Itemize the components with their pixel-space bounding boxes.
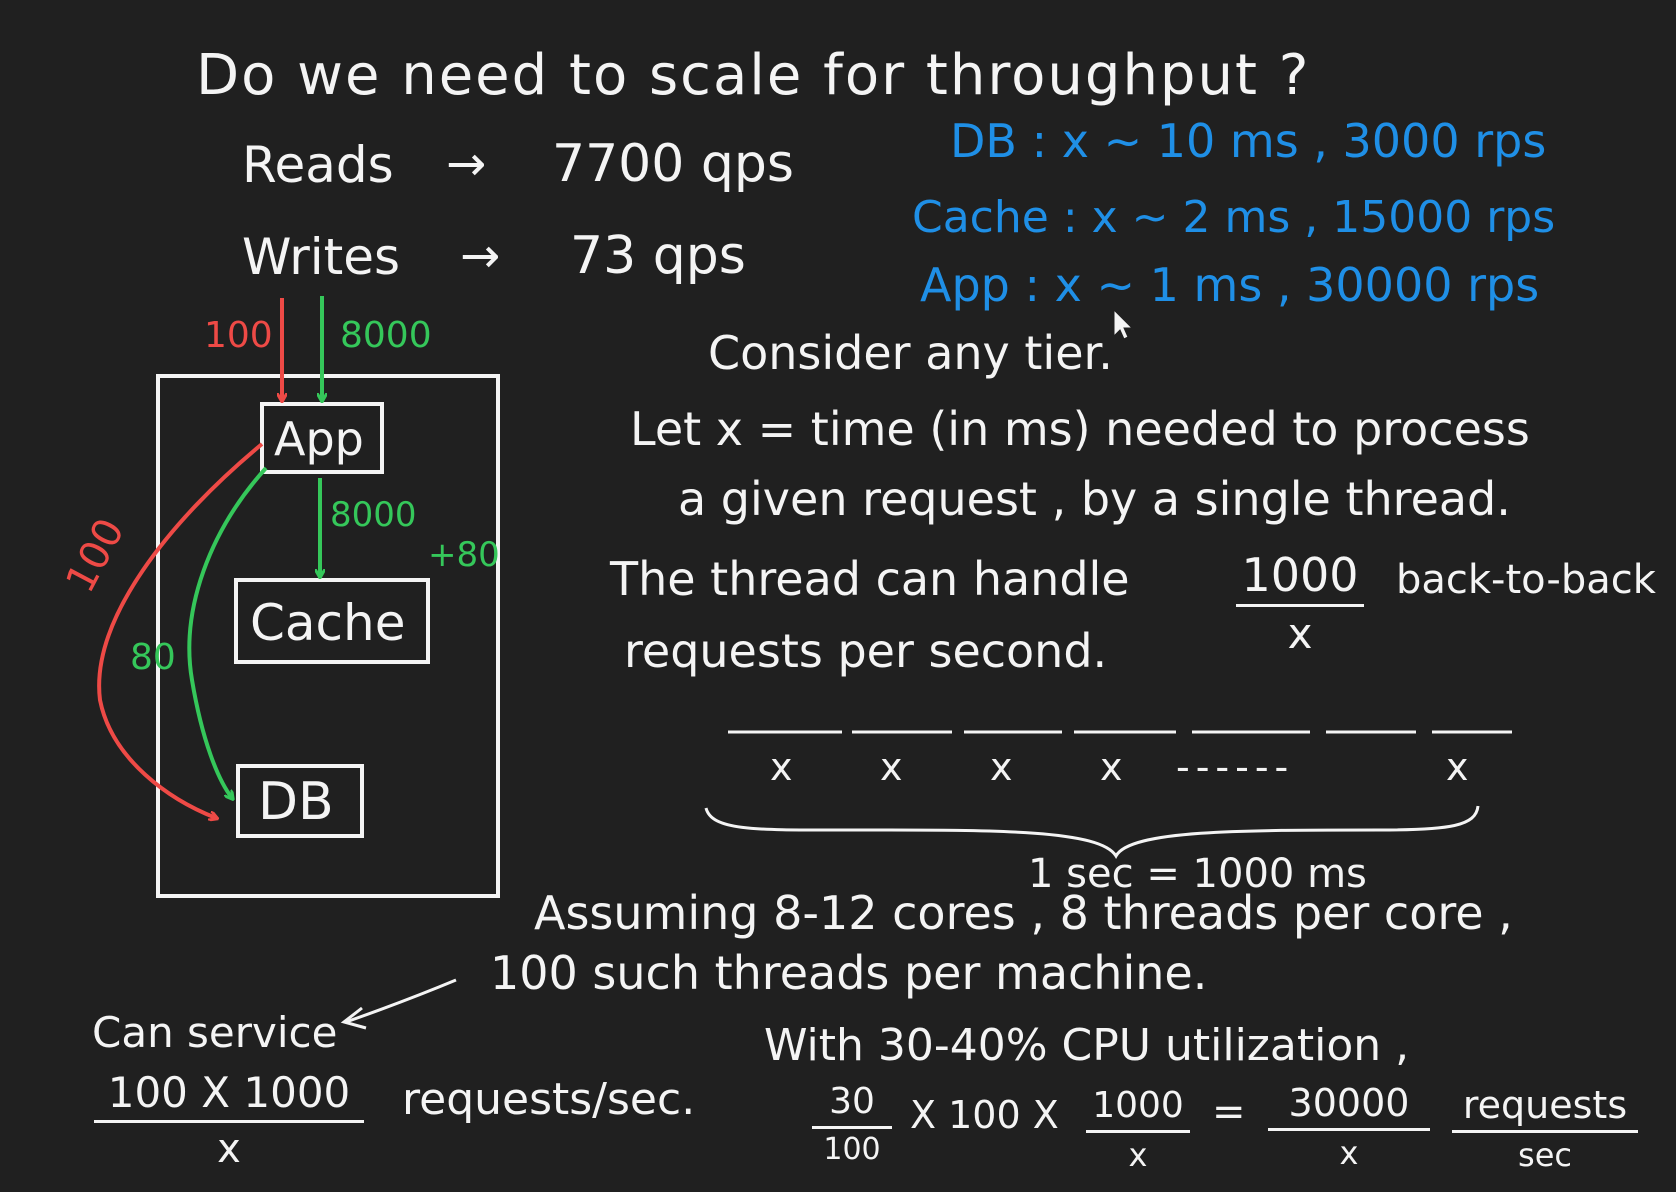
db-node-box [236, 764, 364, 838]
cpu-unit-denominator: sec [1518, 1136, 1572, 1174]
thread-pre-text: The thread can handle [610, 552, 1130, 606]
service-denominator: x [217, 1126, 241, 1172]
writes-value: 73 qps [570, 226, 746, 286]
reads-value: 7700 qps [552, 134, 794, 194]
cpu-frac3-denominator: x [1339, 1134, 1359, 1172]
cpu-multiplier: X 100 X [910, 1093, 1059, 1137]
cpu-frac2-denominator: x [1128, 1136, 1148, 1174]
second-equation: 1 sec = 1000 ms [1028, 851, 1367, 897]
mouse-cursor-icon [1113, 308, 1134, 340]
write-in-label: 100 [204, 315, 273, 356]
let-line-2: a given request , by a single thread. [678, 472, 1511, 526]
cpu-fraction-unit: requests sec [1452, 1086, 1638, 1171]
cpu-fraction-1000-x: 1000 x [1086, 1088, 1190, 1171]
service-label: Can service [92, 1008, 338, 1057]
fraction-bar [1268, 1128, 1430, 1131]
cpu-fraction-30-100: 30 100 [812, 1084, 892, 1165]
service-fraction: 100 X 1000 x [94, 1072, 364, 1169]
cpu-fraction-result: 30000 x [1268, 1084, 1430, 1169]
assume-line-2: 100 such threads per machine. [490, 946, 1208, 1000]
cpu-unit-numerator: requests [1462, 1083, 1628, 1127]
consider-text: Consider any tier. [708, 326, 1113, 380]
reads-label: Reads [242, 136, 394, 194]
cpu-frac2-numerator: 1000 [1092, 1085, 1184, 1126]
slot-label: x [1446, 745, 1469, 789]
cpu-frac3-numerator: 30000 [1288, 1081, 1410, 1125]
thread-rate-fraction: 1000 x [1236, 552, 1364, 655]
timeline-brace [704, 805, 1480, 859]
cache-node-label: Cache [250, 594, 406, 652]
fraction-bar [1452, 1130, 1638, 1133]
thread-line-2: requests per second. [624, 624, 1108, 678]
assume-line-1: Assuming 8-12 cores , 8 threads per core… [534, 886, 1513, 940]
cache-miss-label: +80 [428, 535, 500, 575]
slot-label: x [770, 745, 793, 789]
app-to-db-read-arrow [187, 466, 268, 798]
writes-label: Writes [242, 228, 401, 286]
service-numerator: 100 X 1000 [107, 1068, 351, 1117]
fraction-bar [812, 1126, 892, 1129]
writes-arrow: → [460, 228, 501, 284]
service-pointer-arrow [345, 978, 457, 1024]
cpu-equals: = [1212, 1089, 1246, 1135]
app-to-cache-label: 8000 [330, 495, 417, 535]
app-to-db-read-label: 80 [130, 637, 176, 678]
thread-rate-denominator: x [1287, 609, 1313, 658]
machine-box [156, 374, 500, 898]
app-node-label: App [274, 412, 364, 466]
read-in-label: 8000 [340, 315, 432, 356]
cpu-line: With 30-40% CPU utilization , [764, 1020, 1410, 1071]
reads-arrow: → [446, 136, 487, 192]
db-node-label: DB [258, 772, 334, 832]
thread-rate-numerator: 1000 [1241, 548, 1359, 602]
let-line-1: Let x = time (in ms) needed to process [630, 402, 1530, 456]
fraction-bar [94, 1120, 364, 1123]
app-to-db-write-arrow [97, 442, 264, 818]
service-unit: requests/sec. [402, 1074, 696, 1125]
cpu-frac1-denominator: 100 [823, 1132, 881, 1167]
cache-node-box [234, 578, 430, 664]
slot-label-ellipsis: ------ [1176, 745, 1295, 789]
page-title: Do we need to scale for throughput ? [196, 43, 1311, 108]
app-node-box [260, 402, 384, 474]
thread-post-text: back-to-back [1396, 557, 1656, 603]
slot-label: x [990, 745, 1013, 789]
slot-label: x [1100, 745, 1123, 789]
tier-app: App : x ~ 1 ms , 30000 rps [920, 258, 1540, 312]
tier-cache: Cache : x ~ 2 ms , 15000 rps [912, 192, 1556, 243]
slot-label: x [880, 745, 903, 789]
cpu-frac1-numerator: 30 [829, 1081, 875, 1122]
fraction-bar [1086, 1130, 1190, 1133]
tier-db: DB : x ~ 10 ms , 3000 rps [950, 114, 1547, 168]
fraction-bar [1236, 604, 1364, 607]
